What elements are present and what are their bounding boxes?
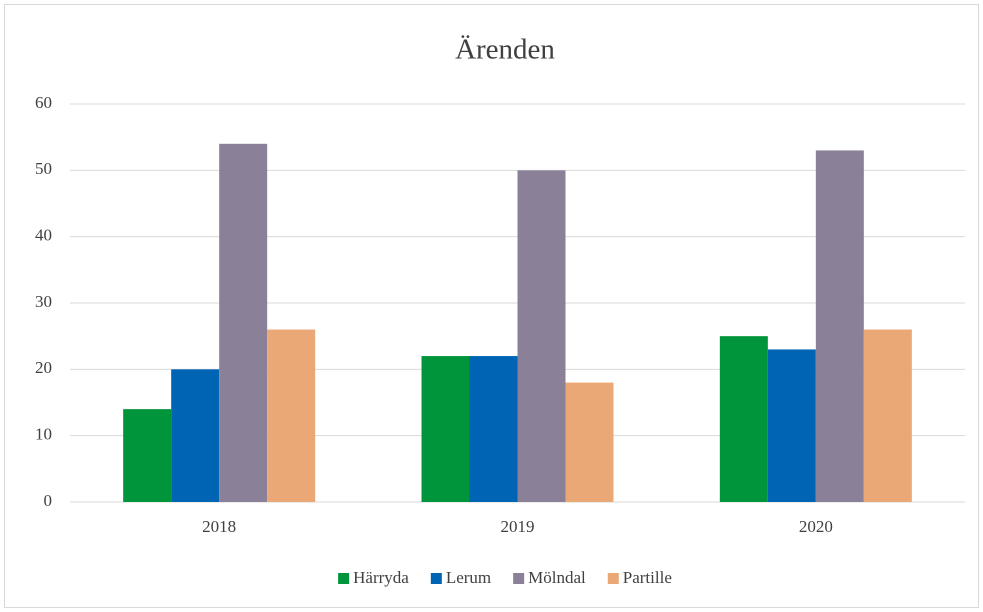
chart-title: Ärenden — [455, 34, 555, 66]
bar — [171, 369, 220, 502]
bar — [767, 349, 816, 502]
bar — [123, 409, 172, 502]
legend-item: Lerum — [430, 568, 491, 587]
bar — [719, 336, 768, 502]
legend-swatch — [513, 573, 525, 584]
legend-label: Härryda — [353, 568, 409, 587]
legend-item: Mölndal — [513, 568, 586, 587]
y-tick-label: 40 — [35, 226, 52, 245]
legend-swatch — [338, 573, 350, 584]
y-tick-label: 10 — [35, 425, 52, 444]
bar — [267, 329, 316, 502]
bar — [863, 329, 912, 502]
y-tick-label: 30 — [35, 292, 52, 311]
legend-label: Partille — [623, 568, 672, 587]
legend-swatch — [430, 573, 442, 584]
y-tick-label: 60 — [35, 93, 52, 112]
bar — [469, 356, 518, 502]
legend-label: Mölndal — [528, 568, 586, 587]
legend-item: Härryda — [338, 568, 409, 587]
legend-label: Lerum — [446, 568, 491, 587]
legend-swatch — [607, 573, 619, 584]
y-tick-label: 50 — [35, 159, 52, 178]
bar — [815, 150, 864, 502]
bar — [517, 170, 566, 503]
bar — [219, 143, 268, 503]
x-tick-label: 2020 — [799, 517, 833, 536]
y-tick-label: 0 — [44, 491, 53, 510]
x-tick-label: 2019 — [501, 517, 535, 536]
bar — [421, 356, 470, 502]
legend-item: Partille — [607, 568, 672, 587]
y-tick-label: 20 — [35, 358, 52, 377]
x-tick-label: 2018 — [202, 517, 236, 536]
bar — [565, 382, 614, 502]
